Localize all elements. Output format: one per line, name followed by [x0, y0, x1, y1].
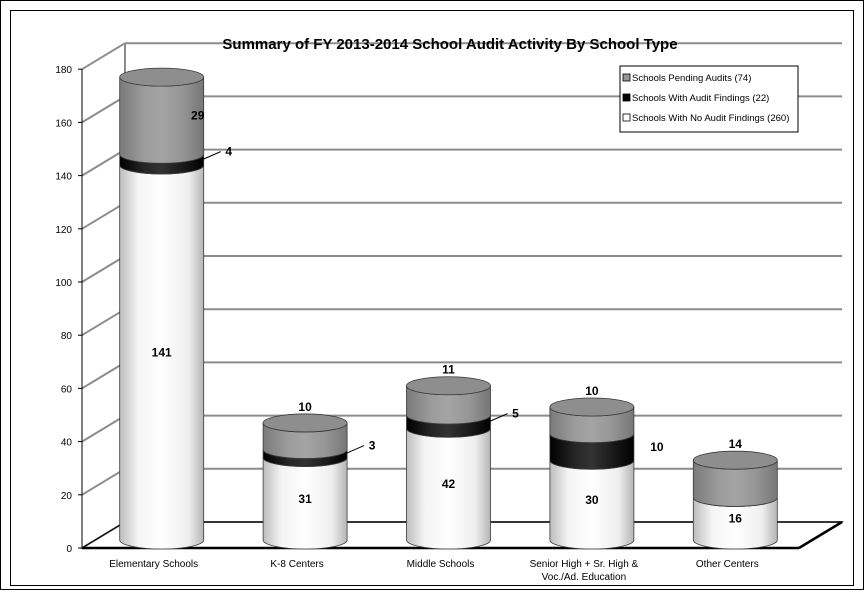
cylinder-top — [549, 397, 635, 417]
cylinder-middle-schools — [406, 376, 491, 550]
data-label: 30 — [585, 493, 599, 507]
y-tick-label: 120 — [55, 225, 72, 236]
y-tick-label: 160 — [55, 118, 72, 129]
cylinder-top — [119, 67, 205, 87]
y-tick-label: 180 — [55, 65, 72, 76]
cylinder-other-centers — [692, 450, 778, 550]
data-label: 14 — [729, 437, 743, 451]
legend-entry: Schools With Audit Findings (22) — [632, 93, 769, 104]
data-label: 29 — [191, 109, 205, 123]
legend-swatch — [622, 113, 631, 122]
data-label: 3 — [369, 439, 376, 453]
legend-box — [619, 65, 799, 133]
gridline-side — [81, 148, 126, 177]
data-label: 5 — [512, 407, 519, 421]
x-tick-label: Senior High + Sr. High & Voc./Ad. Educati… — [530, 559, 639, 583]
cylinder-senior-high-sr-high-voc-ad-education — [549, 397, 635, 550]
cylinder-elementary-schools — [119, 67, 205, 550]
data-label: 42 — [442, 477, 456, 491]
y-tick-label: 100 — [55, 278, 72, 289]
gridline-side — [81, 414, 126, 443]
data-label-leader — [484, 413, 508, 425]
legend-swatch — [622, 93, 631, 102]
data-label-leader — [197, 151, 221, 163]
data-label: 141 — [152, 345, 172, 359]
x-tick-label: Other Centers — [696, 559, 759, 570]
gridline-side — [81, 467, 126, 496]
legend-entry: Schools With No Audit Findings (260) — [632, 113, 789, 124]
data-label: 10 — [298, 400, 312, 414]
legend-swatch — [622, 73, 631, 82]
y-tick-label: 80 — [61, 331, 73, 342]
y-tick-label: 60 — [61, 384, 73, 395]
data-label: 4 — [225, 145, 232, 159]
data-label: 16 — [729, 512, 743, 526]
x-tick-label: Elementary Schools — [109, 559, 198, 570]
gridline-side — [81, 201, 126, 230]
floor-right-edge — [798, 520, 843, 550]
data-label: 10 — [650, 440, 664, 454]
chart-title: Summary of FY 2013-2014 School Audit Act… — [222, 36, 677, 53]
x-tick-label: K-8 Centers — [270, 559, 323, 570]
data-label-leader — [340, 445, 365, 457]
y-tick-label: 140 — [55, 172, 72, 183]
data-label: 10 — [585, 384, 599, 398]
gridline-side — [81, 308, 126, 337]
data-label: 31 — [298, 492, 312, 506]
cylinder-top — [406, 376, 491, 396]
data-label: 11 — [442, 363, 455, 377]
gridline-side — [81, 42, 126, 71]
gridline-side — [81, 255, 126, 283]
cylinder-k-8-centers — [262, 413, 348, 550]
gridline-side — [81, 95, 126, 124]
y-tick-label: 0 — [66, 544, 72, 555]
y-tick-label: 40 — [61, 438, 73, 449]
cylinder-top — [262, 413, 348, 433]
y-tick-label: 20 — [61, 491, 73, 502]
cylinder-top — [692, 450, 778, 470]
x-tick-label: Middle Schools — [407, 559, 475, 570]
legend-entry: Schools Pending Audits (74) — [632, 73, 751, 84]
gridline-side — [81, 361, 126, 390]
